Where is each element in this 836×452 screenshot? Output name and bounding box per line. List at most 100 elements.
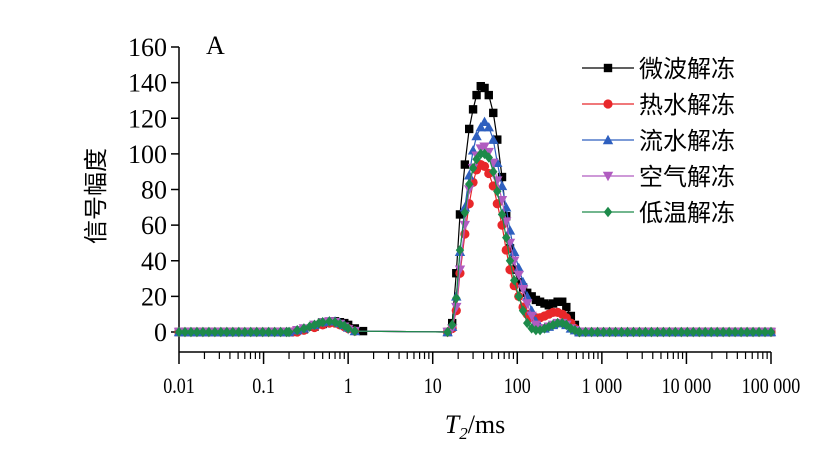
series-5 <box>174 148 776 338</box>
data-point <box>718 326 728 338</box>
data-point <box>484 90 493 100</box>
data-point <box>488 134 499 144</box>
data-point <box>459 220 471 231</box>
y-tick-label: 100 <box>128 140 167 169</box>
data-point <box>497 209 507 220</box>
y-tick-label: 0 <box>154 318 167 347</box>
data-point <box>448 319 457 331</box>
legend-marker <box>603 206 613 218</box>
data-point <box>325 316 334 327</box>
data-point <box>502 212 511 221</box>
data-point <box>479 116 490 127</box>
data-point <box>180 326 190 338</box>
data-point <box>505 255 515 266</box>
data-point <box>548 299 558 308</box>
x-tick-label: 0.1 <box>252 374 275 398</box>
legend-label: 流水解冻 <box>639 128 735 155</box>
data-point <box>527 292 536 301</box>
data-point <box>174 326 184 338</box>
data-point <box>535 297 545 306</box>
legend-marker <box>602 171 614 182</box>
data-point <box>264 326 273 338</box>
data-point <box>472 154 481 165</box>
x-axis-title-subscript: 2 <box>459 424 468 443</box>
data-point <box>724 326 734 338</box>
legend-item: 流水解冻 <box>582 128 735 155</box>
data-point <box>748 326 758 338</box>
data-point <box>252 326 261 338</box>
data-point <box>760 326 770 338</box>
data-point <box>460 207 470 218</box>
data-point <box>535 325 545 336</box>
data-point <box>246 326 255 338</box>
data-point <box>647 326 656 338</box>
data-point <box>443 326 452 338</box>
data-point <box>204 326 214 338</box>
data-point <box>210 326 220 338</box>
data-point <box>641 326 650 338</box>
data-point <box>553 317 562 329</box>
data-point <box>192 326 202 338</box>
data-point <box>671 326 680 338</box>
data-point <box>689 326 698 338</box>
data-point <box>544 321 554 332</box>
data-point <box>451 302 462 313</box>
legend-item: 空气解冻 <box>582 164 735 191</box>
data-point <box>513 270 524 281</box>
data-point <box>452 292 461 304</box>
data-point <box>623 326 632 338</box>
data-point <box>742 326 752 338</box>
data-point <box>766 326 776 338</box>
data-point <box>566 311 576 321</box>
data-point <box>463 185 475 195</box>
x-tick-label: 0.01 <box>163 374 195 398</box>
data-point <box>635 326 644 338</box>
data-point <box>186 326 196 338</box>
data-point <box>599 326 608 338</box>
data-point <box>683 326 692 338</box>
data-point <box>504 225 516 235</box>
data-point <box>343 323 353 334</box>
legend-marker <box>602 134 614 145</box>
data-point <box>514 291 523 302</box>
x-tick-label: 10 <box>424 374 442 398</box>
data-point <box>575 326 584 338</box>
x-tick-label: 100 000 <box>742 374 801 398</box>
data-point <box>509 246 520 257</box>
data-point <box>483 121 494 132</box>
data-point <box>754 326 764 338</box>
data-point <box>468 105 478 114</box>
data-point <box>493 135 502 144</box>
data-point <box>677 326 686 338</box>
y-tick-label: 120 <box>128 104 167 133</box>
data-point <box>629 326 638 338</box>
data-point <box>216 326 226 338</box>
legend-item: 低温解冻 <box>582 200 735 227</box>
data-point <box>730 326 740 338</box>
data-point <box>489 108 498 118</box>
data-point <box>562 302 571 312</box>
y-tick-label: 20 <box>141 282 167 311</box>
y-tick-label: 160 <box>128 33 167 62</box>
data-point <box>605 326 614 338</box>
axes <box>171 46 772 364</box>
data-point <box>299 323 309 334</box>
data-point <box>472 90 481 100</box>
data-point <box>496 195 508 206</box>
x-tick-label: 1 000 <box>582 374 623 398</box>
data-point <box>701 326 710 338</box>
data-point <box>553 297 562 306</box>
legend-label: 热水解冻 <box>639 92 735 119</box>
data-point <box>522 299 533 309</box>
data-point <box>454 265 466 275</box>
data-point <box>593 326 602 338</box>
data-point <box>455 210 465 219</box>
data-point <box>505 265 515 275</box>
data-point <box>570 325 580 336</box>
x-tick-label: 10 000 <box>662 374 712 398</box>
data-point <box>489 166 498 177</box>
data-point <box>513 262 524 273</box>
data-point <box>514 277 523 287</box>
data-point <box>234 326 243 338</box>
data-point <box>736 326 746 338</box>
